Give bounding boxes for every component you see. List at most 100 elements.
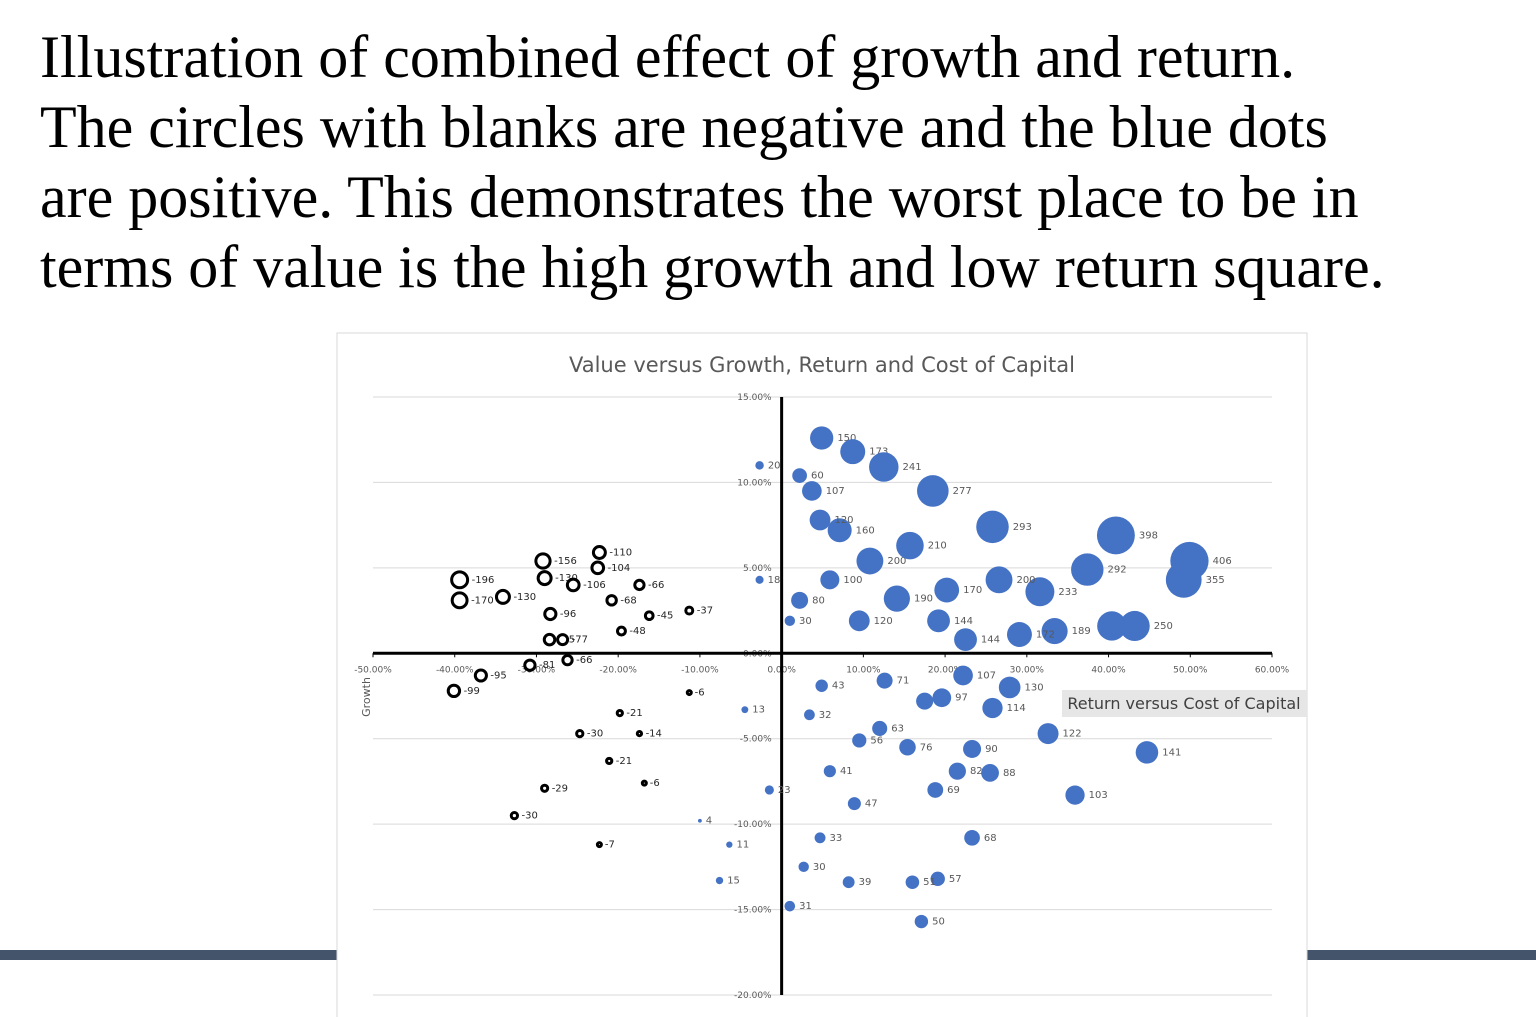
bubble [1065, 785, 1085, 805]
bubble [1096, 516, 1135, 555]
data-label: 15 [727, 876, 740, 887]
data-label: 107 [826, 486, 845, 497]
data-label: 100 [843, 575, 862, 586]
bubble [896, 531, 924, 560]
data-label: -37 [697, 606, 713, 617]
data-label: 39 [859, 877, 872, 888]
data-label: -95 [490, 670, 506, 681]
data-label: 41 [840, 766, 853, 777]
data-label: -81 [539, 660, 555, 671]
bubble [932, 688, 952, 708]
data-label: -21 [626, 708, 642, 719]
bubble [1119, 610, 1150, 641]
data-label: -110 [609, 547, 632, 558]
bubble [542, 632, 557, 647]
data-label: 144 [981, 635, 1000, 646]
bubble [755, 461, 764, 470]
data-label: 292 [1108, 565, 1127, 576]
bubble [815, 679, 828, 692]
data-label: -77 [572, 635, 588, 646]
bubble [685, 689, 693, 697]
bubble [534, 552, 552, 570]
data-label: 160 [856, 525, 875, 536]
slide-rule [1307, 950, 1536, 960]
data-label: 47 [865, 799, 878, 810]
bubble [543, 606, 558, 622]
bubble [930, 871, 945, 886]
bubble [605, 756, 614, 766]
bubble [556, 633, 570, 647]
data-label: -196 [472, 575, 495, 586]
x-axis-label: Return versus Cost of Capital [1067, 694, 1300, 713]
data-label: 50 [932, 917, 945, 928]
data-label: 97 [955, 693, 968, 704]
bubble [591, 545, 607, 560]
bubble [976, 510, 1009, 544]
bubble [791, 591, 809, 609]
bubble [869, 452, 899, 482]
bubble [848, 610, 870, 632]
y-tick-label: -15.00% [734, 906, 772, 916]
data-label: 57 [949, 874, 962, 885]
bubble [726, 841, 733, 848]
data-label: 43 [832, 681, 845, 692]
bubble [985, 566, 1013, 594]
data-label: -104 [608, 563, 631, 574]
y-tick-label: 15.00% [737, 393, 772, 403]
data-label: -130 [555, 573, 578, 584]
y-tick-label: -10.00% [734, 820, 772, 830]
data-label: 11 [736, 840, 749, 851]
data-label: -99 [464, 686, 480, 697]
bubble [536, 570, 553, 587]
data-label: -30 [522, 811, 538, 822]
data-label: 107 [977, 670, 996, 681]
slide-title: Illustration of combined effect of growt… [40, 22, 1520, 302]
bubble [635, 729, 644, 738]
bubble [523, 658, 537, 672]
y-tick-label: -20.00% [734, 991, 772, 1001]
bubble [1135, 741, 1159, 764]
data-label: 210 [928, 541, 947, 552]
data-label: -7 [605, 840, 615, 851]
data-label: 250 [1154, 621, 1173, 632]
bubble [927, 782, 944, 798]
bubble [1071, 553, 1104, 586]
bubble [820, 570, 840, 590]
bubble [446, 683, 462, 699]
bubble [827, 518, 852, 543]
bubble [809, 509, 831, 531]
bubble [698, 818, 702, 823]
data-label: 398 [1139, 530, 1158, 541]
bubble [1007, 622, 1032, 647]
bubble [473, 668, 488, 683]
data-label: 68 [984, 833, 997, 844]
data-label: 33 [830, 833, 843, 844]
bubble [643, 610, 655, 622]
bubble [804, 709, 815, 721]
bubble [916, 692, 934, 710]
title-line: The circles with blanks are negative and… [40, 94, 1328, 160]
data-label: 114 [1007, 703, 1026, 714]
bubble [741, 706, 749, 714]
data-label: 56 [870, 735, 883, 746]
data-label: -170 [471, 595, 494, 606]
chart-title: Value versus Growth, Return and Cost of … [569, 353, 1075, 377]
bubble [715, 876, 724, 885]
data-label: 120 [834, 515, 853, 526]
bubble [963, 739, 982, 758]
bubble [998, 676, 1021, 699]
data-label: 90 [985, 744, 998, 755]
bubble [899, 738, 916, 756]
data-label: 88 [1003, 768, 1016, 779]
bubble [876, 672, 893, 689]
bubble [784, 900, 796, 912]
data-label: -30 [587, 729, 603, 740]
data-label: 130 [1024, 682, 1043, 693]
data-label: 18 [768, 575, 781, 586]
data-label: 69 [947, 785, 960, 796]
data-label: 103 [1089, 790, 1108, 801]
data-label: 71 [897, 676, 910, 687]
data-label: -45 [657, 611, 673, 622]
data-label: 76 [920, 742, 933, 753]
